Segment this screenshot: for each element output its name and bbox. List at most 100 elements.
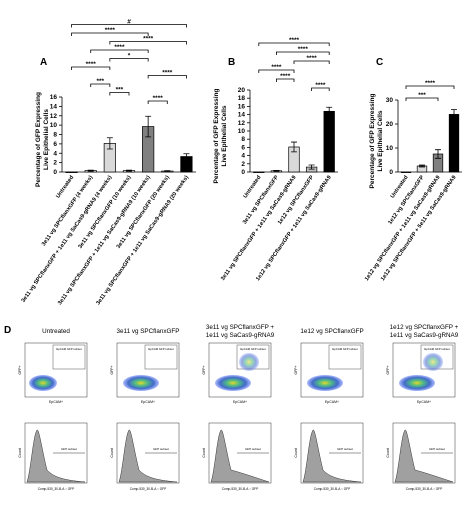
population bbox=[399, 375, 435, 391]
histogram-y-label: Count bbox=[386, 448, 390, 457]
significance-bracket bbox=[258, 69, 295, 73]
significance-label: # bbox=[127, 19, 131, 26]
x-tick-label: Untreated bbox=[55, 174, 75, 199]
gate-label: EpCAM GFP subset bbox=[424, 347, 449, 351]
histogram-y-label: Count bbox=[294, 448, 298, 457]
histogram bbox=[302, 429, 362, 483]
histogram-y-label: Count bbox=[18, 448, 22, 457]
significance-label: **** bbox=[162, 70, 173, 77]
significance-bracket bbox=[109, 58, 149, 62]
histogram bbox=[118, 429, 178, 483]
y-tick-label: 6 bbox=[241, 144, 245, 151]
error-bar bbox=[326, 106, 333, 116]
error-bar bbox=[451, 109, 457, 120]
significance-bracket bbox=[90, 49, 149, 53]
significance-bracket bbox=[71, 24, 187, 28]
y-axis-label: Percentage of GFP ExpressingLive Epithel… bbox=[213, 89, 228, 184]
y-tick-label: 20 bbox=[238, 87, 246, 94]
error-bar bbox=[106, 137, 113, 150]
column-title: 1e12 vg SPCflanxGFP +1e11 vg SaCas9-gRNA… bbox=[390, 324, 459, 339]
gate bbox=[144, 344, 178, 370]
significance-label: **** bbox=[86, 61, 97, 68]
bar bbox=[323, 110, 335, 173]
significance-bracket bbox=[276, 78, 295, 82]
histogram-x-label: Comp-530_30-B-A :: GFP bbox=[38, 487, 75, 491]
significance-bracket bbox=[293, 60, 330, 64]
significance-label: **** bbox=[298, 46, 309, 53]
y-tick-label: 4 bbox=[241, 153, 245, 160]
scatter-y-label: GFP+ bbox=[386, 365, 390, 374]
histogram bbox=[394, 429, 454, 483]
panel-label: B bbox=[228, 57, 235, 68]
significance-label: **** bbox=[143, 36, 154, 43]
y-tick-label: 6 bbox=[53, 141, 57, 148]
histogram-gate-label: GFP subset bbox=[337, 447, 353, 451]
significance-label: *** bbox=[96, 78, 104, 85]
significance-bracket bbox=[276, 51, 330, 55]
y-tick-label: 8 bbox=[53, 132, 57, 139]
y-tick-label: 30 bbox=[386, 97, 394, 104]
gate-label: EpCAM GFP subset bbox=[56, 347, 81, 351]
y-tick-label: 14 bbox=[50, 103, 58, 110]
scatter-y-label: GFP+ bbox=[18, 365, 22, 374]
gate bbox=[328, 344, 362, 370]
scatter-y-label: GFP+ bbox=[294, 365, 298, 374]
histogram-x-label: Comp-530_30-B-A :: GFP bbox=[314, 487, 351, 491]
x-tick-label: 3e11 vg SPCflanxGFP + 1e11 vg SaCas9-gRN… bbox=[220, 175, 298, 282]
significance-bracket bbox=[109, 92, 130, 96]
significance-bracket bbox=[109, 41, 187, 45]
gfp-population bbox=[239, 353, 259, 371]
significance-label: **** bbox=[425, 80, 436, 87]
histogram bbox=[210, 429, 270, 483]
histogram-x-label: Comp-530_30-B-A :: GFP bbox=[130, 487, 167, 491]
significance-label: **** bbox=[307, 55, 318, 62]
gate-label: EpCAM GFP subset bbox=[240, 347, 265, 351]
y-tick-label: 14 bbox=[238, 112, 246, 119]
scatter-x-label: EpCAM+ bbox=[325, 400, 339, 404]
gfp-population bbox=[423, 353, 443, 371]
y-tick-label: 20 bbox=[386, 121, 394, 128]
bar bbox=[253, 171, 265, 173]
error-bar bbox=[145, 115, 152, 138]
significance-label: **** bbox=[289, 37, 300, 44]
column-title: 1e12 vg SPCflanxGFP bbox=[300, 328, 363, 335]
x-tick-label: 3e11 vg SPCflanxGFP + 1e11 vg SaCas9-gRN… bbox=[57, 175, 152, 307]
significance-label: * bbox=[128, 53, 131, 60]
y-tick-label: 2 bbox=[241, 161, 245, 168]
significance-bracket bbox=[71, 32, 149, 36]
significance-label: **** bbox=[153, 95, 164, 102]
panel-label: D bbox=[4, 325, 11, 336]
y-tick-label: 12 bbox=[50, 113, 58, 120]
y-tick-label: 16 bbox=[50, 94, 58, 101]
significance-bracket bbox=[311, 87, 330, 91]
histogram-gate-label: GFP subset bbox=[429, 447, 445, 451]
significance-bracket bbox=[405, 85, 455, 89]
error-bar bbox=[419, 164, 425, 168]
y-tick-label: 0 bbox=[241, 169, 245, 176]
significance-label: **** bbox=[105, 27, 116, 34]
population bbox=[123, 375, 159, 391]
scatter-y-label: GFP+ bbox=[110, 365, 114, 374]
population bbox=[215, 375, 251, 391]
y-tick-label: 10 bbox=[386, 145, 394, 152]
error-bar bbox=[164, 170, 171, 172]
gate-label: EpCAM GFP subset bbox=[148, 347, 173, 351]
y-axis-label: Percentage of GFP ExpressingLive Epithel… bbox=[35, 92, 50, 187]
error-bar bbox=[308, 164, 315, 170]
y-tick-label: 0 bbox=[53, 169, 57, 176]
column-title: Untreated bbox=[42, 328, 70, 335]
histogram-x-label: Comp-530_30-B-A :: GFP bbox=[406, 487, 443, 491]
column-title: 3e11 vg SPCflanxGFP bbox=[117, 328, 180, 335]
y-axis-label: Percentage of GFP ExpressingLive Epithel… bbox=[369, 94, 384, 189]
y-tick-label: 10 bbox=[238, 128, 246, 135]
significance-label: *** bbox=[116, 87, 124, 94]
y-tick-label: 0 bbox=[389, 169, 393, 176]
y-tick-label: 10 bbox=[50, 122, 58, 129]
x-tick-label: 1e12 vg SPCflanxGFP + 1e11 vg SaCas9-gRN… bbox=[364, 175, 442, 282]
bar bbox=[400, 171, 412, 173]
panel-label: A bbox=[40, 57, 47, 68]
column-title: 3e11 vg SPCflanxGFP +1e11 vg SaCas9-gRNA… bbox=[206, 324, 275, 339]
bar bbox=[65, 171, 78, 173]
histogram-y-label: Count bbox=[110, 448, 114, 457]
y-tick-label: 12 bbox=[238, 120, 246, 127]
